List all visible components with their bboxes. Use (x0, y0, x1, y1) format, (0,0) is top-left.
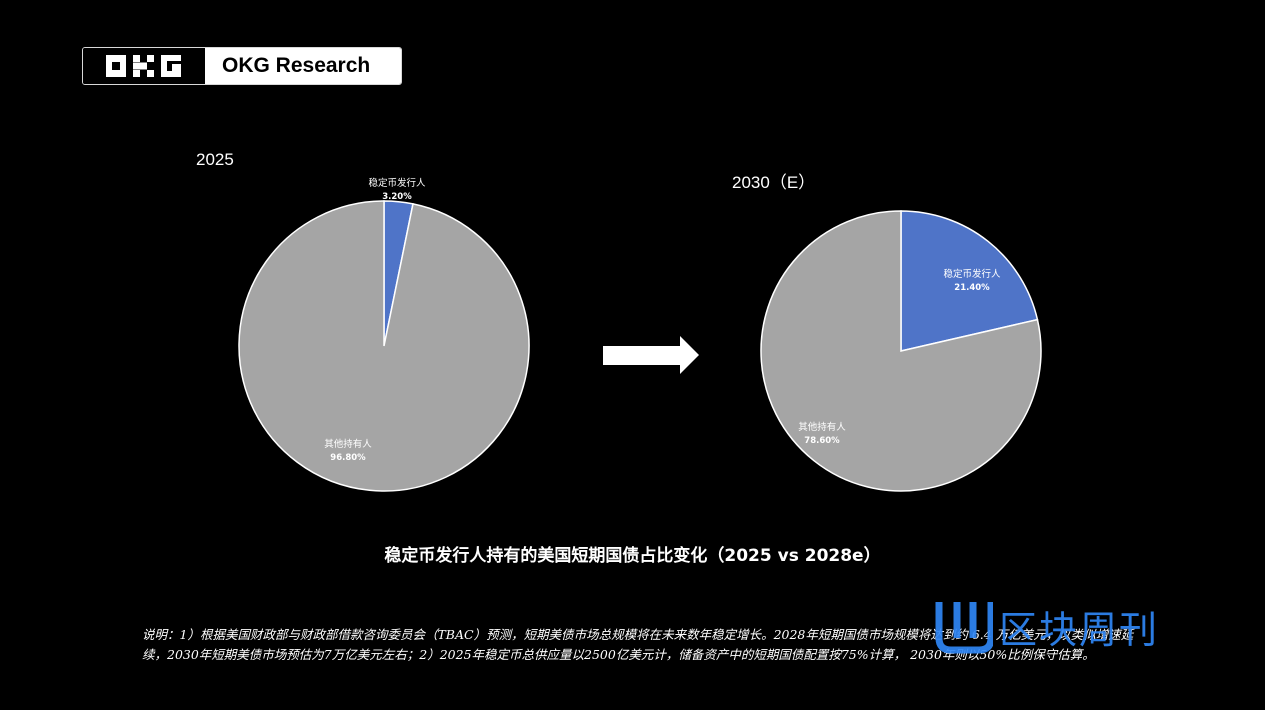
slice-value-0-1: 96.80% (330, 453, 366, 463)
slice-label-0-1: 其他持有人 (324, 438, 372, 450)
okg-logo: OKG Research (82, 47, 402, 85)
pie-slice-1-1 (760, 210, 1042, 492)
chart-2025-title: 2025 (196, 150, 234, 169)
right-arrow-icon (603, 336, 699, 374)
watermark: 区块周刊 (935, 598, 1159, 654)
figure-caption: 稳定币发行人持有的美国短期国债占比变化（2025 vs 2028e） (384, 546, 881, 566)
footnote: 说明：1）根据美国财政部与财政部借款咨询委员会（TBAC）预测，短期美债市场总规… (142, 627, 1134, 662)
logo-text: OKG Research (205, 48, 401, 84)
chart-2030-title: 2030（E） (732, 173, 816, 192)
pie-slice-0-1 (238, 200, 530, 492)
slice-value-1-0: 21.40% (954, 283, 990, 293)
watermark-logo-icon (935, 602, 993, 654)
okg-logo-mark (83, 48, 205, 84)
slice-label-1-0: 稳定币发行人 (943, 268, 1001, 280)
slice-label-0-0: 稳定币发行人 (368, 177, 426, 189)
slice-value-0-0: 3.20% (382, 192, 412, 202)
watermark-text: 区块周刊 (999, 607, 1160, 652)
pie-slice-1-0 (900, 210, 1039, 352)
okx-mark-icon (106, 55, 181, 77)
slice-label-1-1: 其他持有人 (798, 421, 846, 433)
slice-value-1-1: 78.60% (804, 436, 840, 446)
